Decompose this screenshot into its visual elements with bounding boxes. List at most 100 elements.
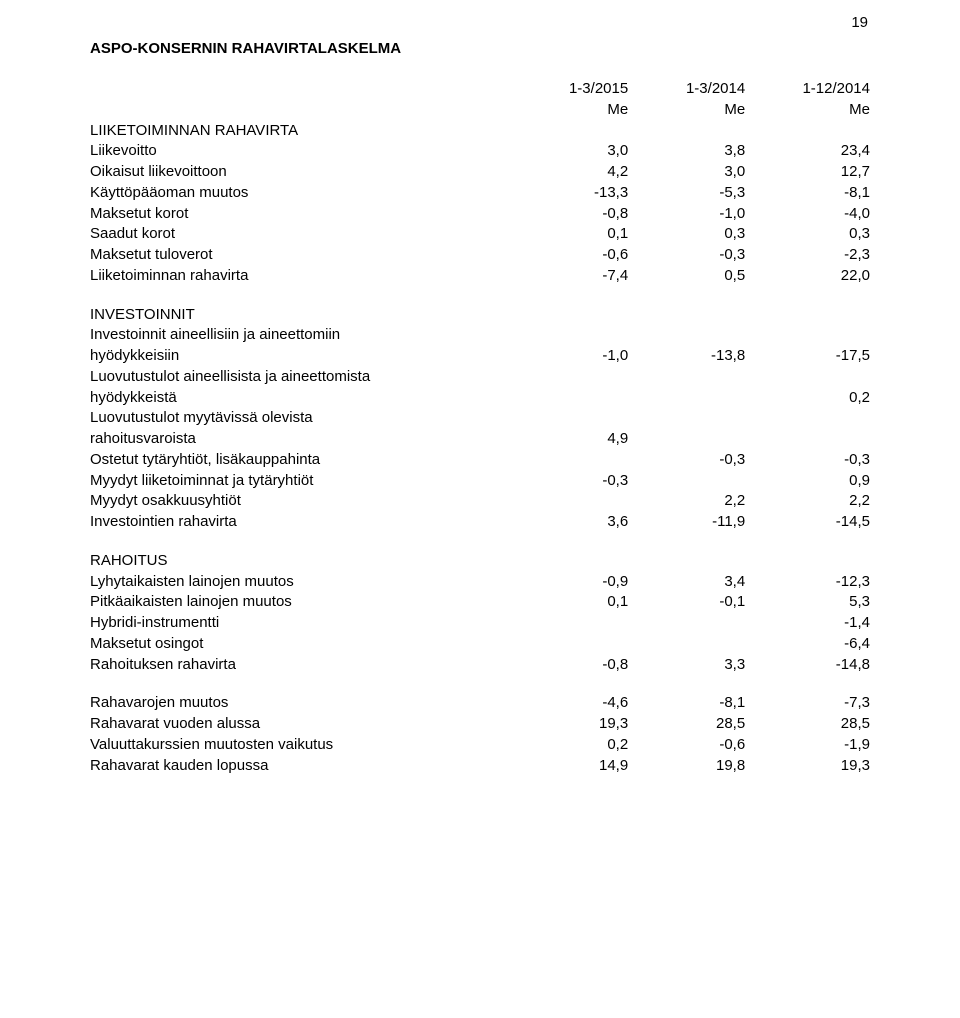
row-value: -4,6 — [511, 693, 628, 714]
row-value: 3,0 — [511, 141, 628, 162]
table-row: Luovutustulot myytävissä olevista — [90, 408, 870, 429]
row-value: 2,2 — [745, 491, 870, 512]
row-value: -13,3 — [511, 183, 628, 204]
row-value: 4,2 — [511, 162, 628, 183]
row-label: Rahavarojen muutos — [90, 693, 511, 714]
row-value: 3,0 — [628, 162, 745, 183]
row-label: Luovutustulot aineellisista ja aineettom… — [90, 367, 511, 388]
row-value: -1,9 — [745, 735, 870, 756]
row-value: 19,8 — [628, 756, 745, 777]
row-value: -5,3 — [628, 183, 745, 204]
row-value: 22,0 — [745, 266, 870, 287]
row-label: Myydyt osakkuusyhtiöt — [90, 491, 511, 512]
row-value: -14,5 — [745, 512, 870, 533]
row-value: -7,3 — [745, 693, 870, 714]
row-label: Maksetut tuloverot — [90, 245, 511, 266]
cashflow-table: 1-3/2015 1-3/2014 1-12/2014 Me Me Me LII… — [90, 79, 870, 776]
page-number: 19 — [851, 14, 868, 31]
header-col2-unit: Me — [628, 100, 745, 121]
row-label: Investointien rahavirta — [90, 512, 511, 533]
row-label: Luovutustulot myytävissä olevista — [90, 408, 511, 429]
row-label: Myydyt liiketoiminnat ja tytäryhtiöt — [90, 471, 511, 492]
table-row: rahoitusvaroista 4,9 — [90, 429, 870, 450]
row-label: hyödykkeisiin — [90, 346, 511, 367]
row-value: -7,4 — [511, 266, 628, 287]
row-value — [745, 429, 870, 450]
row-value: -13,8 — [628, 346, 745, 367]
spacer — [90, 533, 870, 551]
row-value: -0,3 — [745, 450, 870, 471]
row-value: 19,3 — [745, 756, 870, 777]
header-col2-period: 1-3/2014 — [628, 79, 745, 100]
row-value: 3,6 — [511, 512, 628, 533]
row-value: -4,0 — [745, 204, 870, 225]
row-value: 3,8 — [628, 141, 745, 162]
row-value: -0,3 — [628, 245, 745, 266]
row-value: 12,7 — [745, 162, 870, 183]
row-label: Käyttöpääoman muutos — [90, 183, 511, 204]
table-row: hyödykkeisiin -1,0 -13,8 -17,5 — [90, 346, 870, 367]
spacer — [90, 287, 870, 305]
table-row: Luovutustulot aineellisista ja aineettom… — [90, 367, 870, 388]
row-value: 0,5 — [628, 266, 745, 287]
row-label: Maksetut korot — [90, 204, 511, 225]
row-label: Maksetut osingot — [90, 634, 511, 655]
row-value: -0,9 — [511, 572, 628, 593]
row-value: -8,1 — [745, 183, 870, 204]
table-row: Rahavarat kauden lopussa 14,9 19,8 19,3 — [90, 756, 870, 777]
row-label: hyödykkeistä — [90, 388, 511, 409]
table-row: Liiketoiminnan rahavirta -7,4 0,5 22,0 — [90, 266, 870, 287]
section-header: INVESTOINNIT — [90, 305, 511, 326]
section-header: RAHOITUS — [90, 551, 511, 572]
table-row: Lyhytaikaisten lainojen muutos -0,9 3,4 … — [90, 572, 870, 593]
row-value: -0,1 — [628, 592, 745, 613]
row-value: 0,1 — [511, 592, 628, 613]
row-label: Saadut korot — [90, 224, 511, 245]
row-value: -11,9 — [628, 512, 745, 533]
header-col3-period: 1-12/2014 — [745, 79, 870, 100]
table-row: Maksetut osingot -6,4 — [90, 634, 870, 655]
row-value: -1,0 — [511, 346, 628, 367]
row-value: -0,6 — [628, 735, 745, 756]
row-value: -1,4 — [745, 613, 870, 634]
table-row: Myydyt liiketoiminnat ja tytäryhtiöt -0,… — [90, 471, 870, 492]
table-row: Maksetut korot -0,8 -1,0 -4,0 — [90, 204, 870, 225]
row-value — [628, 634, 745, 655]
row-value: -17,5 — [745, 346, 870, 367]
row-value: 14,9 — [511, 756, 628, 777]
row-value: -2,3 — [745, 245, 870, 266]
row-label: Investoinnit aineellisiin ja aineettomii… — [90, 325, 511, 346]
row-value: 0,1 — [511, 224, 628, 245]
row-label: Hybridi-instrumentti — [90, 613, 511, 634]
table-header-unit: Me Me Me — [90, 100, 870, 121]
row-value — [628, 613, 745, 634]
table-row: Oikaisut liikevoittoon 4,2 3,0 12,7 — [90, 162, 870, 183]
table-row: Käyttöpääoman muutos -13,3 -5,3 -8,1 — [90, 183, 870, 204]
row-label: Rahavarat vuoden alussa — [90, 714, 511, 735]
row-value: 3,4 — [628, 572, 745, 593]
document-title: ASPO-KONSERNIN RAHAVIRTALASKELMA — [90, 40, 870, 57]
row-value — [511, 634, 628, 655]
row-label: Liiketoiminnan rahavirta — [90, 266, 511, 287]
row-value: -0,8 — [511, 204, 628, 225]
table-row: Liikevoitto 3,0 3,8 23,4 — [90, 141, 870, 162]
row-label: Liikevoitto — [90, 141, 511, 162]
row-value: 23,4 — [745, 141, 870, 162]
table-row: Valuuttakurssien muutosten vaikutus 0,2 … — [90, 735, 870, 756]
row-label: Oikaisut liikevoittoon — [90, 162, 511, 183]
header-col1-period: 1-3/2015 — [511, 79, 628, 100]
row-value: -0,6 — [511, 245, 628, 266]
row-label: Rahavarat kauden lopussa — [90, 756, 511, 777]
table-row: Myydyt osakkuusyhtiöt 2,2 2,2 — [90, 491, 870, 512]
header-col3-unit: Me — [745, 100, 870, 121]
section-header-row: INVESTOINNIT — [90, 305, 870, 326]
row-label: Rahoituksen rahavirta — [90, 655, 511, 676]
row-value: -0,8 — [511, 655, 628, 676]
row-value — [511, 388, 628, 409]
table-row: Saadut korot 0,1 0,3 0,3 — [90, 224, 870, 245]
row-value: 5,3 — [745, 592, 870, 613]
row-value: -0,3 — [511, 471, 628, 492]
table-row: Maksetut tuloverot -0,6 -0,3 -2,3 — [90, 245, 870, 266]
table-row: Ostetut tytäryhtiöt, lisäkauppahinta -0,… — [90, 450, 870, 471]
row-value: -1,0 — [628, 204, 745, 225]
